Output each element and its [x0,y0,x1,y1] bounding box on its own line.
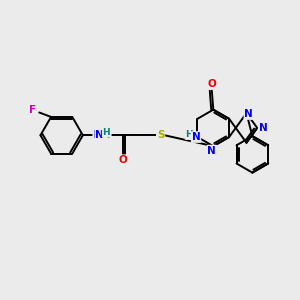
Text: H: H [103,128,110,137]
Text: N: N [95,130,104,140]
Text: N: N [208,146,216,156]
Text: S: S [157,130,164,140]
Text: NH: NH [93,130,111,140]
Text: O: O [208,79,216,89]
Text: N: N [259,123,268,133]
Text: F: F [29,105,36,116]
Text: N: N [244,109,253,119]
Text: N: N [192,132,200,142]
Text: H: H [185,130,193,139]
Text: O: O [119,155,128,165]
